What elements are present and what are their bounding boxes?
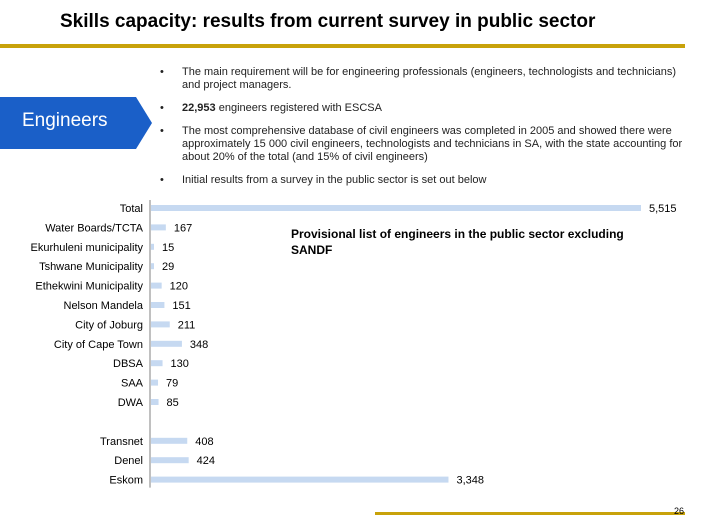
bullet-dot-icon: • — [160, 174, 164, 186]
bar — [151, 437, 188, 444]
bullet-text: Initial results from a survey in the pub… — [182, 174, 487, 186]
bar — [151, 360, 163, 367]
bar — [151, 282, 162, 289]
category-label: DBSA — [113, 358, 144, 370]
category-label: Denel — [114, 455, 143, 467]
value-label: 151 — [172, 300, 190, 312]
category-label: SAA — [121, 378, 144, 390]
value-label: 85 — [167, 397, 179, 409]
bullet-dot-icon: • — [160, 125, 164, 137]
value-label: 79 — [166, 378, 178, 390]
page-title: Skills capacity: results from current su… — [60, 11, 596, 32]
bullet-dot-icon: • — [160, 66, 164, 78]
value-label: 15 — [162, 242, 174, 254]
bullet-item: • The most comprehensive database of civ… — [160, 125, 685, 164]
category-label: Nelson Mandela — [64, 300, 144, 312]
bullet-list: • The main requirement will be for engin… — [160, 66, 685, 197]
bar — [151, 243, 154, 250]
engineers-label: Engineers — [22, 110, 108, 131]
value-label: 3,348 — [456, 475, 484, 487]
value-label: 424 — [197, 455, 215, 467]
bar — [151, 457, 189, 464]
category-label: Ethekwini Municipality — [35, 281, 143, 293]
category-label: Tshwane Municipality — [39, 261, 143, 273]
bullet-item: • Initial results from a survey in the p… — [160, 174, 685, 187]
category-label: Transnet — [100, 436, 143, 448]
engineers-banner — [0, 97, 152, 149]
value-label: 29 — [162, 261, 174, 273]
bar — [151, 263, 154, 270]
category-label: DWA — [118, 397, 144, 409]
title-underline — [0, 44, 685, 48]
engineers-banner-shape — [0, 97, 152, 149]
value-label: 211 — [178, 319, 196, 331]
footer-rule — [375, 512, 685, 515]
value-label: 408 — [195, 436, 213, 448]
bar — [151, 476, 449, 483]
chart-callout: Provisional list of engineers in the pub… — [291, 227, 624, 257]
page-number: 26 — [673, 506, 684, 516]
bullet-dot-icon: • — [160, 102, 164, 114]
value-label: 5,515 — [649, 203, 677, 215]
category-label: Eskom — [109, 475, 143, 487]
bar — [151, 321, 170, 328]
bullet-item: • The main requirement will be for engin… — [160, 66, 685, 92]
category-label: Water Boards/TCTA — [45, 222, 143, 234]
bullet-text: engineers registered with ESCSA — [215, 102, 382, 114]
value-label: 167 — [174, 222, 192, 234]
bar — [151, 379, 159, 386]
bar — [151, 205, 641, 211]
bar — [151, 399, 159, 405]
bullet-text: The main requirement will be for enginee… — [182, 66, 677, 91]
bar — [151, 224, 166, 231]
engineers-bar-chart: Total 5,515 Water Boards/TCTA 167 Ekurhuleni… — [31, 200, 677, 488]
bullet-bold: 22,953 — [182, 102, 216, 114]
value-label: 120 — [170, 281, 188, 293]
bullet-text: The most comprehensive database of civil… — [182, 125, 683, 163]
category-label: City of Joburg — [75, 319, 143, 331]
bullet-item: • 22,953 engineers registered with ESCSA — [160, 102, 685, 115]
category-label: Total — [120, 203, 143, 215]
value-label: 348 — [190, 339, 208, 351]
value-label: 130 — [171, 358, 189, 370]
bar — [151, 302, 165, 308]
bar — [151, 340, 182, 347]
category-label: Ekurhuleni municipality — [31, 242, 144, 254]
category-label: City of Cape Town — [54, 339, 143, 351]
